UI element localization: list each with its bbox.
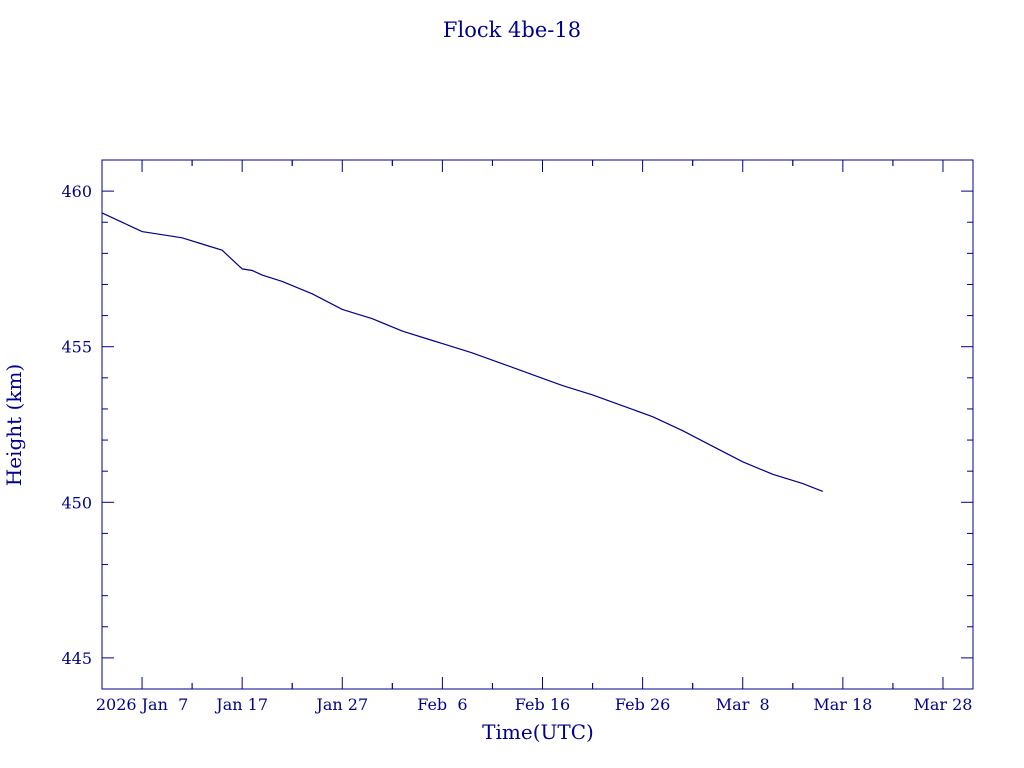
x-tick-label: 2026 Jan 7 <box>96 695 188 714</box>
chart-title: Flock 4be-18 <box>443 18 581 42</box>
x-axis-tick-labels: 2026 Jan 7 Jan 17 Jan 27 Feb 6 Feb 16 Feb 26 M… <box>96 695 973 714</box>
x-tick-label: Jan 27 <box>314 695 368 714</box>
x-tick-label: Feb 26 <box>615 695 670 714</box>
y-tick-label: 450 <box>61 493 92 512</box>
x-tick-label: Feb 6 <box>417 695 467 714</box>
x-tick-label: Mar 18 <box>813 695 872 714</box>
x-axis-ticks <box>141 160 944 689</box>
series-line-0 <box>101 212 824 492</box>
x-tick-label: Feb 16 <box>515 695 570 714</box>
x-tick-label: Jan 17 <box>214 695 268 714</box>
y-tick-label: 460 <box>61 182 92 201</box>
x-tick-label: Mar 28 <box>913 695 972 714</box>
y-tick-label: 445 <box>61 649 92 668</box>
x-axis-label: Time(UTC) <box>482 720 594 744</box>
y-tick-label: 455 <box>61 338 92 357</box>
y-axis-label: Height (km) <box>2 364 26 486</box>
y-axis-ticks <box>102 159 973 690</box>
y-axis-tick-labels: 445 450 455 460 <box>61 182 92 668</box>
x-tick-label: Mar 8 <box>716 695 770 714</box>
series-group <box>101 212 824 492</box>
plot-frame <box>101 159 974 690</box>
